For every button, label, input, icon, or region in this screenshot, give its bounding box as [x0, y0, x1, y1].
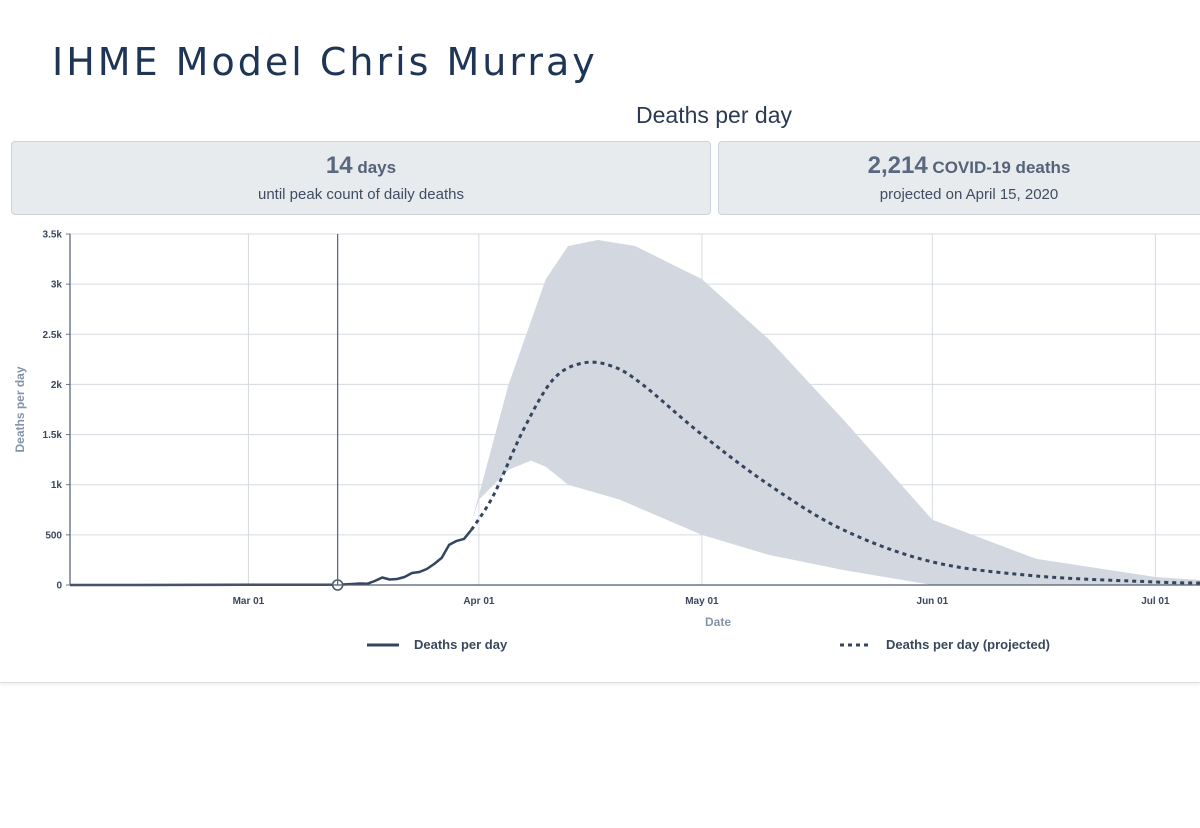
projected-deaths-unit: COVID-19 deaths — [932, 158, 1071, 177]
y-tick-label: 500 — [45, 530, 62, 541]
slide-title: IHME Model Chris Murray — [52, 40, 598, 84]
y-axis-title: Deaths per day — [13, 366, 27, 452]
x-tick-label: Apr 01 — [463, 596, 495, 607]
observed-deaths-line — [70, 529, 473, 587]
projected-deaths-value: 2,214 — [867, 152, 928, 179]
peak-days-caption: until peak count of daily deaths — [258, 186, 464, 203]
y-tick-label: 1k — [51, 480, 63, 491]
y-tick-label: 2k — [51, 380, 63, 391]
legend-projected-label: Deaths per day (projected) — [886, 637, 1050, 652]
peak-days-value: 14 — [325, 152, 353, 179]
axes: 0 500 1k 1.5k 2k 2.5k 3k 3.5k Mar 01 Apr 01 May 01… — [13, 230, 1200, 629]
x-tick-label: May 01 — [685, 596, 719, 607]
peak-days-card: 14 days until peak count of daily deaths — [11, 141, 711, 215]
x-tick-label: Jul 01 — [1141, 596, 1170, 607]
uncertainty-band — [471, 240, 1200, 585]
projected-deaths-card: 2,214 COVID-19 deaths projected on April… — [718, 141, 1200, 215]
y-tick-label: 2.5k — [43, 330, 63, 341]
x-tick-label: Mar 01 — [233, 596, 265, 607]
peak-days-unit: days — [357, 158, 397, 177]
x-axis-title: Date — [705, 615, 731, 629]
chart-panel: 0 500 1k 1.5k 2k 2.5k 3k 3.5k Mar 01 Apr 01 May 01… — [0, 226, 1200, 683]
legend[interactable]: Deaths per day Deaths per day (projected) — [367, 637, 1050, 652]
chart-title: Deaths per day — [636, 102, 792, 128]
legend-observed-label: Deaths per day — [414, 637, 508, 652]
y-tick-label: 0 — [56, 581, 62, 592]
deaths-per-day-chart: 0 500 1k 1.5k 2k 2.5k 3k 3.5k Mar 01 Apr 01 May 01… — [13, 230, 1200, 652]
y-tick-label: 3.5k — [43, 230, 63, 241]
projected-deaths-caption: projected on April 15, 2020 — [879, 186, 1059, 203]
y-tick-label: 1.5k — [43, 430, 63, 441]
uncertainty-band-layer — [471, 240, 1200, 585]
projected-deaths-line — [470, 360, 1200, 585]
y-tick-label: 3k — [51, 280, 63, 291]
x-tick-label: Jun 01 — [917, 596, 949, 607]
